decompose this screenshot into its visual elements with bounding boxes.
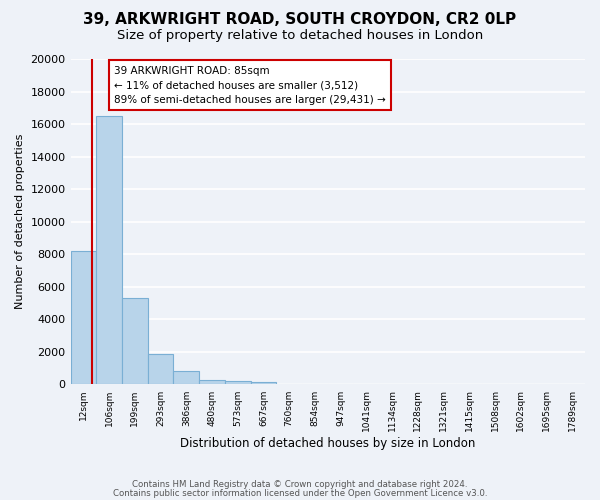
- Text: Contains public sector information licensed under the Open Government Licence v3: Contains public sector information licen…: [113, 489, 487, 498]
- X-axis label: Distribution of detached houses by size in London: Distribution of detached houses by size …: [180, 437, 475, 450]
- Text: 39, ARKWRIGHT ROAD, SOUTH CROYDON, CR2 0LP: 39, ARKWRIGHT ROAD, SOUTH CROYDON, CR2 0…: [83, 12, 517, 28]
- Bar: [122, 298, 148, 384]
- Bar: [199, 380, 225, 384]
- Text: Size of property relative to detached houses in London: Size of property relative to detached ho…: [117, 29, 483, 42]
- Bar: [173, 372, 199, 384]
- Bar: [225, 381, 251, 384]
- Text: 39 ARKWRIGHT ROAD: 85sqm
← 11% of detached houses are smaller (3,512)
89% of sem: 39 ARKWRIGHT ROAD: 85sqm ← 11% of detach…: [114, 66, 386, 105]
- Bar: [251, 382, 277, 384]
- Bar: [148, 354, 173, 384]
- Text: Contains HM Land Registry data © Crown copyright and database right 2024.: Contains HM Land Registry data © Crown c…: [132, 480, 468, 489]
- Y-axis label: Number of detached properties: Number of detached properties: [15, 134, 25, 310]
- Bar: [71, 251, 96, 384]
- Bar: [96, 116, 122, 384]
